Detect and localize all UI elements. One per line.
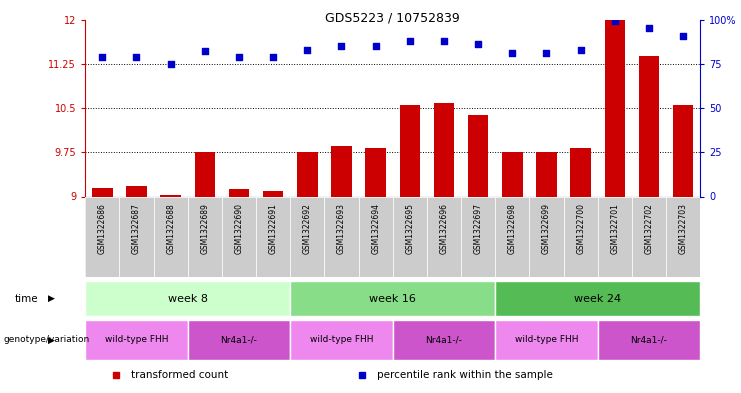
Text: ▶: ▶ [48, 294, 55, 303]
Text: GSM1322687: GSM1322687 [132, 203, 141, 254]
Point [609, 18, 621, 25]
Text: Nr4a1-/-: Nr4a1-/- [221, 336, 257, 344]
Point [302, 47, 313, 53]
Bar [502, 152, 522, 196]
Bar [256, 196, 290, 277]
Text: GSM1322692: GSM1322692 [303, 203, 312, 254]
Text: wild-type FHH: wild-type FHH [515, 336, 578, 344]
Text: Nr4a1-/-: Nr4a1-/- [631, 336, 668, 344]
Text: GSM1322689: GSM1322689 [200, 203, 209, 254]
Text: week 8: week 8 [167, 294, 207, 304]
Point [96, 53, 108, 60]
Point [130, 53, 142, 60]
Bar [359, 196, 393, 277]
Bar [85, 196, 700, 277]
Text: time: time [15, 294, 39, 304]
Bar [290, 320, 393, 360]
Text: percentile rank within the sample: percentile rank within the sample [377, 370, 554, 380]
Text: GSM1322700: GSM1322700 [576, 203, 585, 254]
Bar [605, 20, 625, 196]
Bar [160, 195, 181, 196]
Bar [639, 56, 659, 196]
Point [268, 53, 279, 60]
Bar [297, 152, 318, 196]
Bar [187, 196, 222, 277]
Bar [85, 196, 119, 277]
Text: GSM1322688: GSM1322688 [166, 203, 175, 254]
Text: GSM1322695: GSM1322695 [405, 203, 414, 254]
Point [643, 26, 655, 32]
Text: wild-type FHH: wild-type FHH [310, 336, 373, 344]
Bar [393, 196, 427, 277]
Bar [495, 320, 598, 360]
Bar [666, 196, 700, 277]
Text: Nr4a1-/-: Nr4a1-/- [425, 336, 462, 344]
Bar [673, 105, 694, 196]
Bar [365, 147, 386, 196]
Bar [126, 186, 147, 196]
Bar [85, 320, 187, 360]
Point [199, 48, 210, 55]
Bar [85, 281, 290, 316]
Point [472, 41, 484, 48]
Point [677, 33, 689, 39]
Bar [331, 147, 352, 196]
Text: week 16: week 16 [369, 294, 416, 304]
Point [404, 38, 416, 44]
Bar [433, 103, 454, 196]
Bar [92, 187, 113, 196]
Text: GSM1322698: GSM1322698 [508, 203, 516, 254]
Bar [632, 196, 666, 277]
Point [336, 43, 348, 49]
Bar [222, 196, 256, 277]
Text: GSM1322699: GSM1322699 [542, 203, 551, 254]
Bar [229, 189, 249, 196]
Bar [529, 196, 564, 277]
Text: GSM1322690: GSM1322690 [234, 203, 244, 254]
Bar [195, 152, 215, 196]
Text: ▶: ▶ [48, 336, 55, 344]
Point [575, 47, 587, 53]
Text: GDS5223 / 10752839: GDS5223 / 10752839 [325, 12, 460, 25]
Bar [461, 196, 495, 277]
Bar [325, 196, 359, 277]
Bar [263, 191, 283, 196]
Bar [598, 196, 632, 277]
Bar [119, 196, 153, 277]
Text: wild-type FHH: wild-type FHH [104, 336, 168, 344]
Text: GSM1322696: GSM1322696 [439, 203, 448, 254]
Bar [564, 196, 598, 277]
Point [370, 43, 382, 49]
Point [438, 38, 450, 44]
Bar [495, 196, 529, 277]
Text: GSM1322701: GSM1322701 [611, 203, 619, 254]
Bar [427, 196, 461, 277]
Bar [399, 105, 420, 196]
Bar [536, 152, 556, 196]
Text: GSM1322702: GSM1322702 [645, 203, 654, 254]
Text: week 24: week 24 [574, 294, 621, 304]
Bar [290, 196, 325, 277]
Point [506, 50, 518, 57]
Text: transformed count: transformed count [131, 370, 228, 380]
Text: GSM1322703: GSM1322703 [679, 203, 688, 254]
Text: GSM1322694: GSM1322694 [371, 203, 380, 254]
Bar [468, 115, 488, 196]
Bar [598, 320, 700, 360]
Point [165, 61, 176, 67]
Text: GSM1322686: GSM1322686 [98, 203, 107, 254]
Bar [495, 281, 700, 316]
Bar [290, 281, 495, 316]
Point [540, 50, 552, 57]
Text: GSM1322697: GSM1322697 [473, 203, 482, 254]
Text: GSM1322691: GSM1322691 [269, 203, 278, 254]
Bar [187, 320, 290, 360]
Text: GSM1322693: GSM1322693 [337, 203, 346, 254]
Bar [571, 147, 591, 196]
Bar [393, 320, 495, 360]
Bar [153, 196, 187, 277]
Point [233, 53, 245, 60]
Text: genotype/variation: genotype/variation [4, 336, 90, 344]
